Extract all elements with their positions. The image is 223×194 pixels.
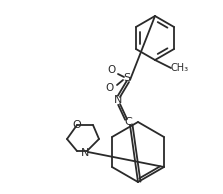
Text: C: C bbox=[124, 117, 132, 127]
Text: O: O bbox=[73, 120, 81, 130]
Text: S: S bbox=[124, 73, 130, 83]
Text: N: N bbox=[81, 148, 89, 158]
Text: CH₃: CH₃ bbox=[171, 63, 189, 73]
Text: N: N bbox=[114, 95, 122, 105]
Text: O: O bbox=[107, 65, 115, 75]
Text: O: O bbox=[105, 83, 113, 93]
